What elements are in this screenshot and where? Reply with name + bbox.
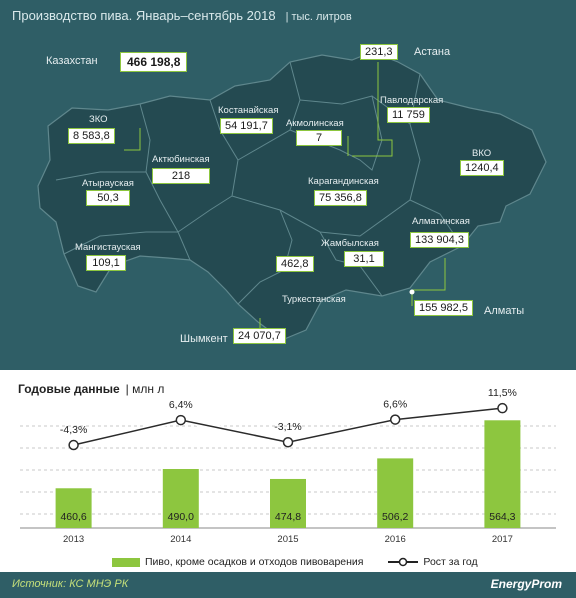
- region-label-almaty-region: Алматинская: [412, 216, 470, 227]
- footer: Источник: КС МНЭ РК EnergyProm: [0, 572, 576, 598]
- region-label-aktobe: Актюбинская: [152, 154, 210, 165]
- region-label-shymkent: Шымкент: [180, 333, 228, 345]
- region-label-zko: ЗКО: [89, 114, 108, 125]
- bar-value-label: 460,6: [60, 511, 86, 523]
- legend-line-label: Рост за год: [423, 556, 478, 568]
- bar-2017: [484, 420, 521, 528]
- region-value-aktobe: 218: [152, 168, 210, 184]
- growth-value-label: -4,3%: [60, 424, 87, 436]
- region-label-atyrau: Атырауская: [82, 178, 134, 189]
- growth-value-label: 6,4%: [169, 399, 193, 411]
- growth-point-2017: [497, 402, 508, 414]
- bar-value-label: 474,8: [275, 511, 301, 523]
- map-panel: Производство пива. Январь–сентябрь 2018 |…: [0, 0, 576, 370]
- legend: Пиво, кроме осадков и отходов пивоварени…: [112, 556, 478, 568]
- legend-line-item: Рост за год: [388, 556, 478, 568]
- brand-logo: EnergyProm: [490, 577, 562, 591]
- legend-line-icon: [388, 557, 419, 567]
- x-tick-label: 2015: [277, 534, 298, 545]
- region-label-astana: Астана: [414, 46, 451, 58]
- region-label-zhambyl: Жамбылская: [321, 238, 379, 249]
- region-value-zhambyl: 31,1: [344, 251, 384, 267]
- growth-point-2016: [389, 414, 401, 425]
- annual-title-text: Годовые данные: [18, 382, 120, 396]
- annual-chart: 460,6 2013 490,0 2014 474,8 2015 506,2 2016 564,…: [20, 387, 556, 545]
- region-value-almaty-region: 133 904,3: [410, 232, 469, 248]
- region-label-pavlodar: Павлодарская: [380, 95, 444, 106]
- bar-value-label: 490,0: [168, 511, 194, 523]
- region-value-karaganda: 75 356,8: [314, 190, 367, 206]
- region-label-turkestan: Туркестанская: [282, 294, 346, 305]
- page-title: Производство пива. Январь–сентябрь 2018 |…: [12, 8, 352, 23]
- total-value: 466 198,8: [120, 52, 188, 72]
- title-unit: | тыс. литров: [285, 11, 352, 23]
- bar-2015: [270, 478, 306, 528]
- x-tick-label: 2017: [492, 534, 513, 545]
- bar-2013: [55, 488, 92, 528]
- bar-2014: [162, 469, 199, 528]
- annual-chart-panel: 460,6 2013 490,0 2014 474,8 2015 506,2 2016 564,…: [0, 370, 576, 598]
- growth-point-2013: [68, 439, 79, 451]
- region-label-kostanay: Костанайская: [218, 105, 279, 116]
- region-label-almaty-city: Алматы: [484, 305, 525, 317]
- x-tick-label: 2016: [385, 534, 406, 545]
- x-tick-label: 2013: [63, 534, 84, 545]
- almaty-city-marker: [409, 289, 415, 295]
- bar-2016: [377, 458, 414, 528]
- region-value-shymkent: 24 070,7: [233, 328, 286, 344]
- total-label: Казахстан: [46, 55, 98, 67]
- region-value-vko: 1240,4: [460, 160, 504, 176]
- growth-value-label: 11,5%: [488, 387, 517, 399]
- growth-point-2014: [175, 414, 187, 426]
- kazakhstan-map: [37, 51, 547, 341]
- annual-title: Годовые данные | млн л: [18, 382, 164, 396]
- source-note: Источник: КС МНЭ РК: [12, 578, 129, 590]
- x-tick-label: 2014: [170, 534, 191, 545]
- region-value-kostanay: 54 191,7: [220, 118, 273, 134]
- legend-bar-swatch: [112, 557, 140, 567]
- region-label-karaganda: Карагандинская: [308, 176, 379, 187]
- region-value-akmola: 7: [296, 130, 342, 146]
- region-value-kyzylorda: 462,8: [276, 256, 314, 272]
- region-label-vko: ВКО: [472, 148, 492, 159]
- title-text: Производство пива. Январь–сентябрь 2018: [12, 8, 276, 23]
- growth-value-label: 6,6%: [383, 399, 407, 411]
- region-borders: [55, 61, 463, 305]
- region-value-zko: 8 583,8: [68, 128, 115, 144]
- region-label-akmola: Акмолинская: [286, 118, 344, 129]
- leader-lines: [124, 62, 446, 330]
- region-value-pavlodar: 11 759: [387, 107, 430, 123]
- bar-value-label: 506,2: [382, 511, 408, 523]
- region-label-mangistau: Мангистауская: [75, 242, 141, 253]
- annual-unit: | млн л: [125, 382, 165, 396]
- legend-bar-label: Пиво, кроме осадков и отходов пивоварени…: [145, 556, 364, 568]
- region-value-almaty-city: 155 982,5: [414, 300, 473, 316]
- region-value-atyrau: 50,3: [86, 190, 130, 206]
- growth-value-label: -3,1%: [274, 421, 301, 433]
- growth-point-2015: [282, 436, 294, 448]
- region-value-mangistau: 109,1: [86, 255, 126, 271]
- region-value-astana: 231,3: [360, 44, 398, 60]
- bar-value-label: 564,3: [489, 511, 515, 523]
